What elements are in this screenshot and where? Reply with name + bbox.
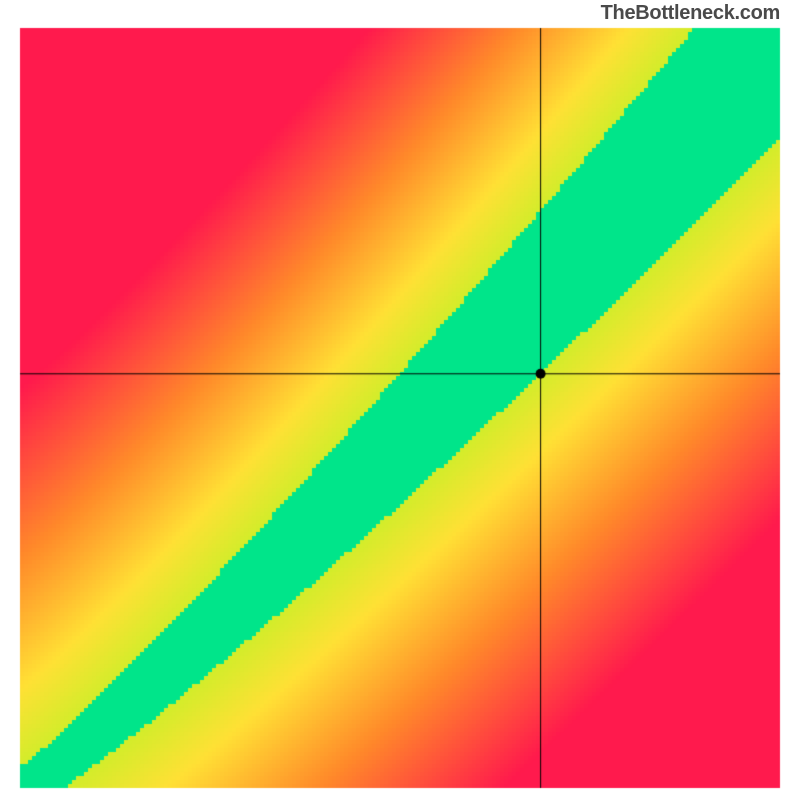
bottleneck-heatmap xyxy=(0,0,800,800)
attribution-text: TheBottleneck.com xyxy=(601,2,780,25)
chart-container: TheBottleneck.com xyxy=(0,0,800,800)
